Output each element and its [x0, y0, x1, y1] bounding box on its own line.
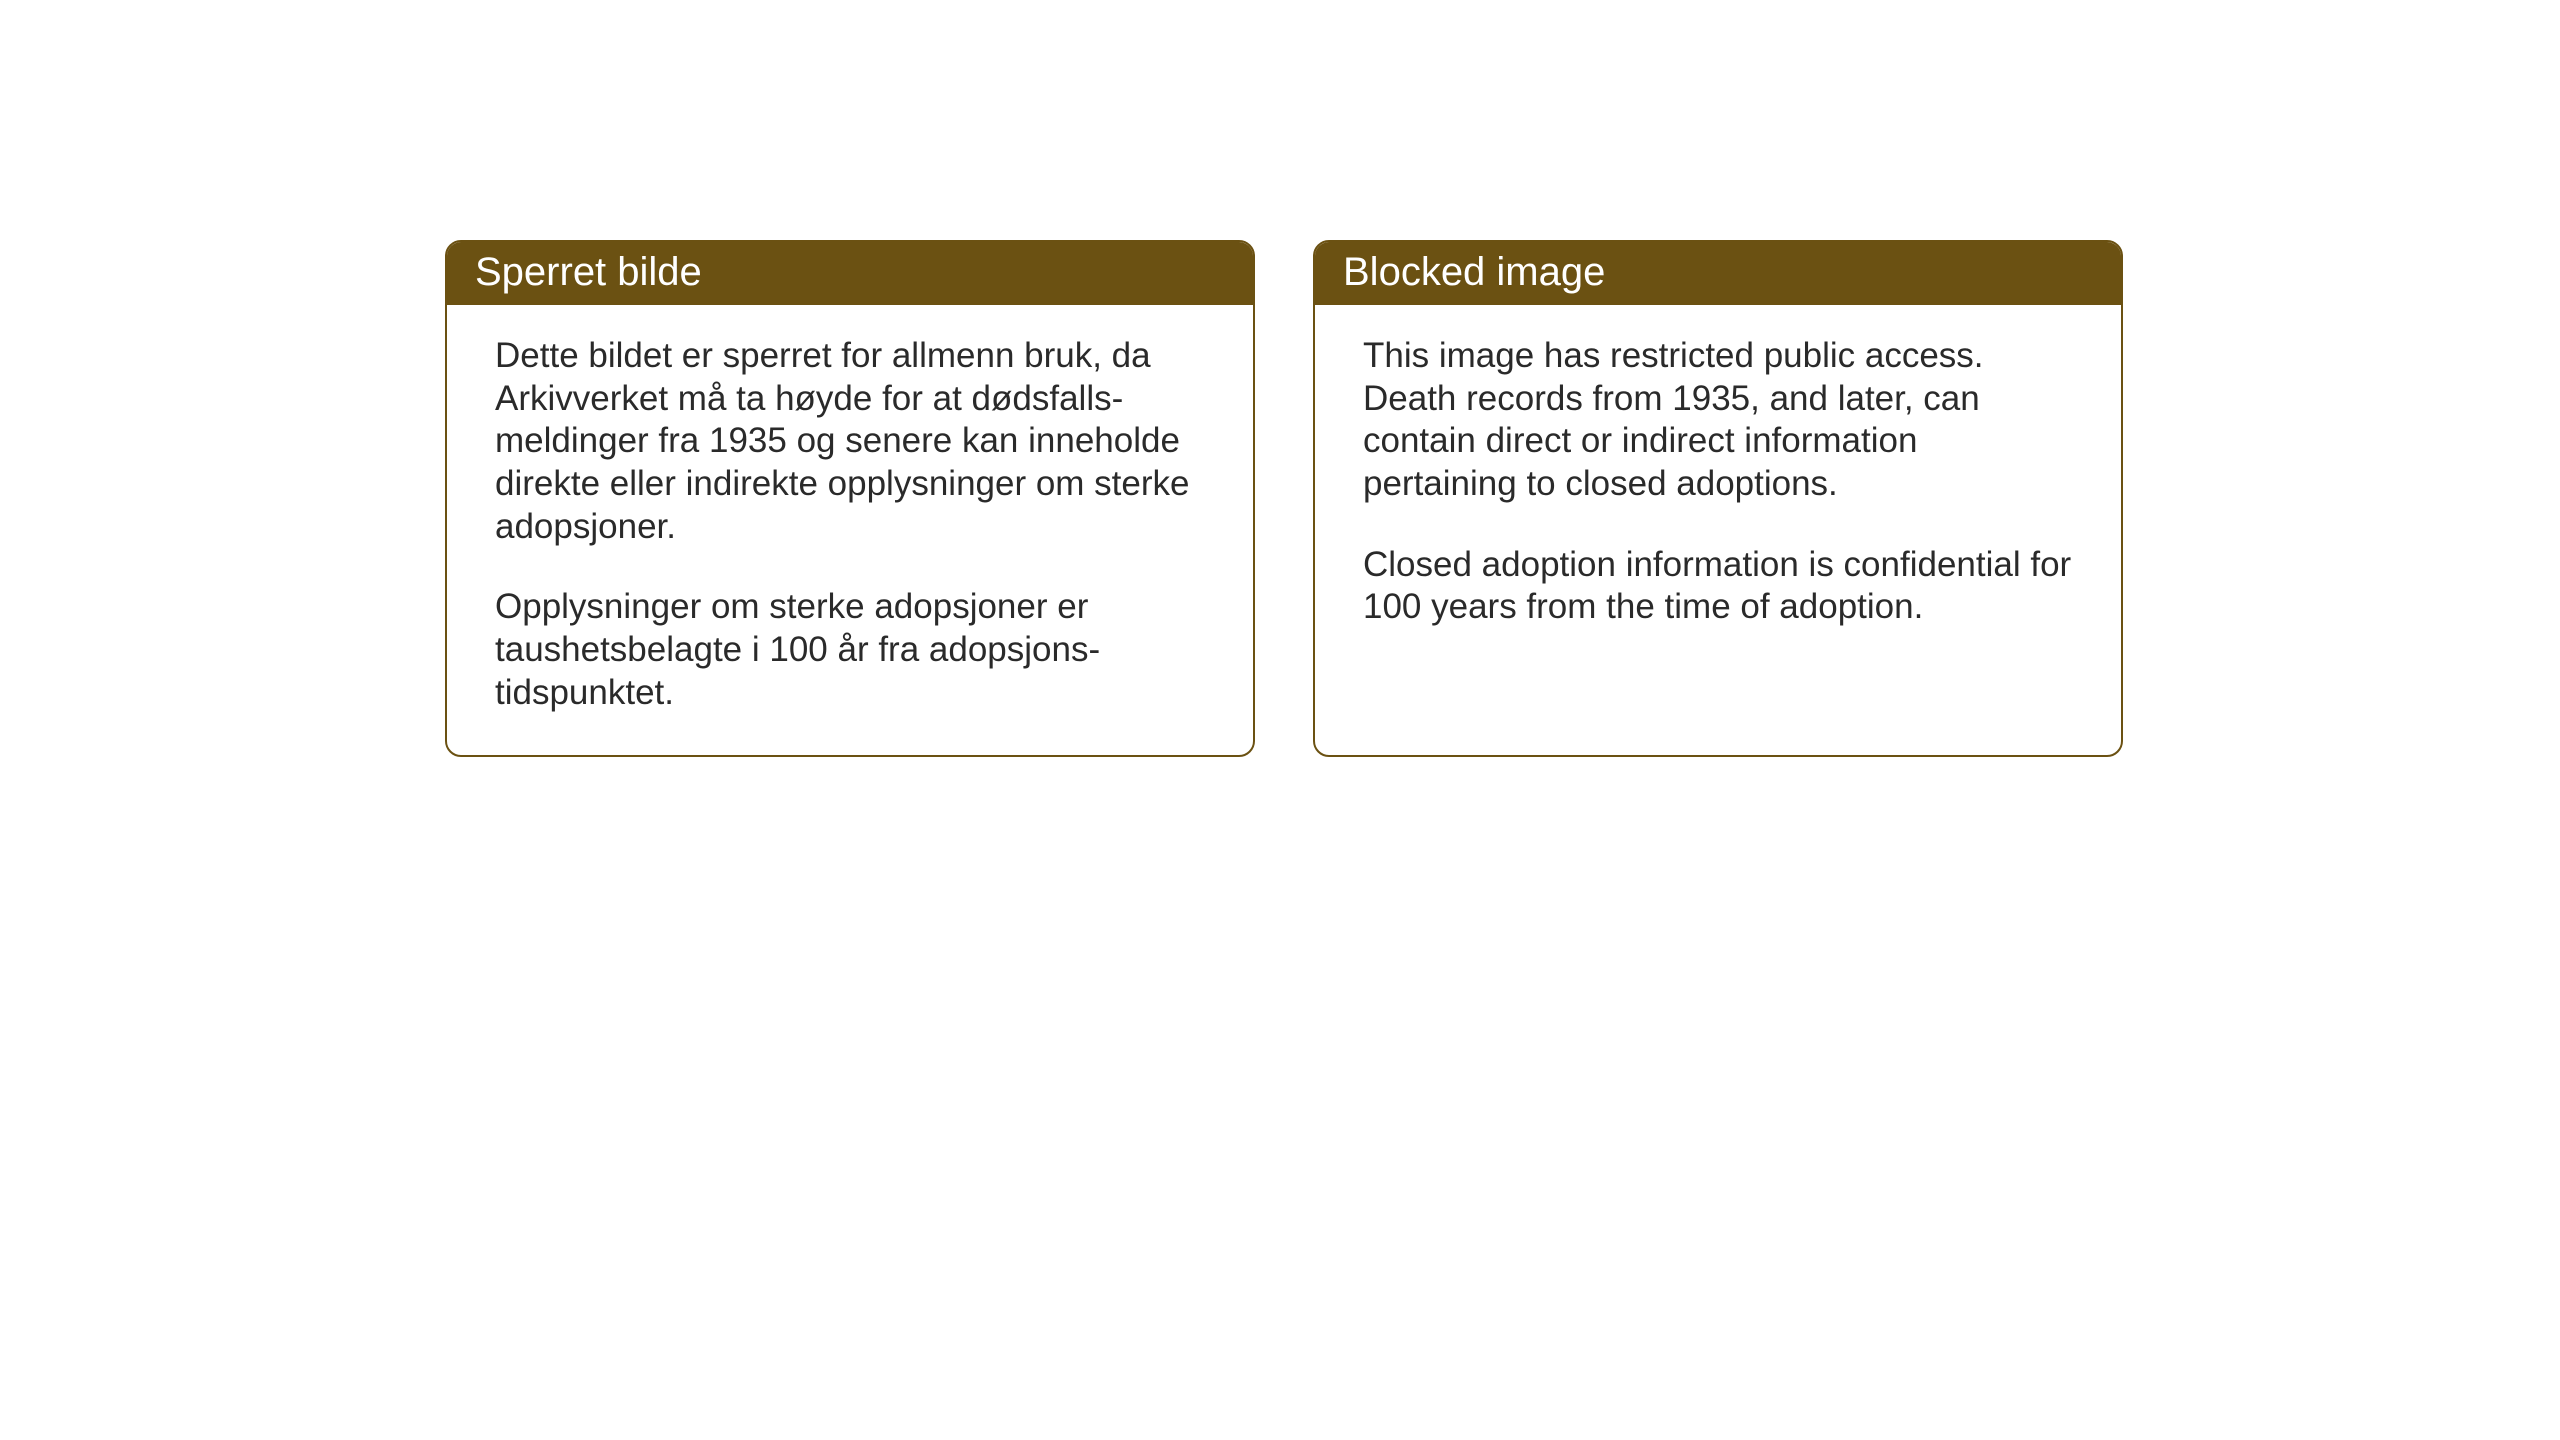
norwegian-paragraph-1: Dette bildet er sperret for allmenn bruk…	[495, 335, 1205, 548]
english-box-header: Blocked image	[1315, 242, 2121, 305]
norwegian-info-box: Sperret bilde Dette bildet er sperret fo…	[445, 240, 1255, 757]
english-info-box: Blocked image This image has restricted …	[1313, 240, 2123, 757]
norwegian-box-header: Sperret bilde	[447, 242, 1253, 305]
info-boxes-container: Sperret bilde Dette bildet er sperret fo…	[445, 240, 2123, 757]
english-box-body: This image has restricted public access.…	[1315, 305, 2121, 669]
english-paragraph-1: This image has restricted public access.…	[1363, 335, 2073, 506]
norwegian-paragraph-2: Opplysninger om sterke adopsjoner er tau…	[495, 586, 1205, 714]
english-paragraph-2: Closed adoption information is confident…	[1363, 544, 2073, 629]
norwegian-box-body: Dette bildet er sperret for allmenn bruk…	[447, 305, 1253, 755]
